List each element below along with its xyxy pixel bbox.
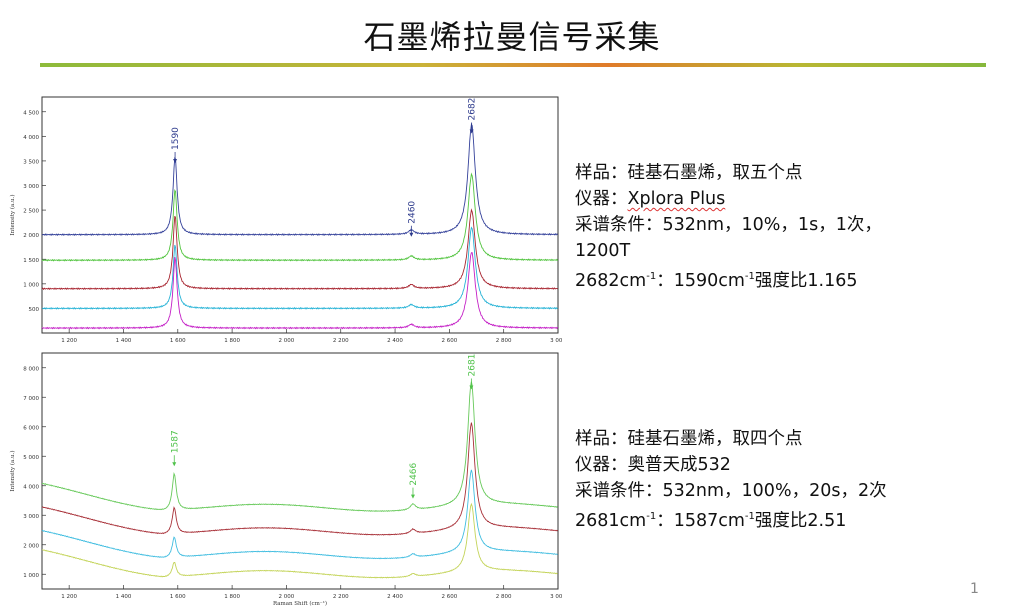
y-tick-label: 500 xyxy=(29,307,40,313)
bottom-ratio-sup-a: -1 xyxy=(646,511,657,522)
x-tick-label: 1 400 xyxy=(116,338,132,344)
top-conditions-text: 采谱条件：532nm，10%，1s，1次， xyxy=(575,215,882,235)
top-ratio-sup-a: -1 xyxy=(646,271,657,282)
raman-chart-top-svg: 4 500 4 000 3 500 3 000 2 500 2 000 1 500 1 000… xyxy=(9,96,562,344)
y-tick-label: 4 500 xyxy=(23,110,39,116)
x-tick-label: 2 600 xyxy=(441,594,457,600)
top-ratio-c: 强度比1.165 xyxy=(754,271,858,291)
y-tick-label: 4 000 xyxy=(23,135,39,141)
plot-frame xyxy=(41,96,559,334)
x-tick-label: 3 000 xyxy=(550,338,562,344)
peak-arrow xyxy=(469,385,474,390)
spectrum-line xyxy=(41,208,558,291)
top-ratio-b: ：1590cm xyxy=(656,271,745,291)
peak-label: 1587 xyxy=(170,430,180,453)
x-tick-label: 2 400 xyxy=(387,594,403,600)
bottom-info-panel: 样品：硅基石墨烯，取四个点 仪器：奥普天成532 采谱条件：532nm，100%… xyxy=(575,426,887,534)
x-tick-label: 2 200 xyxy=(333,338,349,344)
y-tick-label: 3 000 xyxy=(23,184,39,190)
y-tick-label: 4 000 xyxy=(23,484,39,490)
top-conditions-text-2: 1200T xyxy=(575,241,631,261)
raman-chart-bottom-svg: 8 000 7 000 6 000 5 000 4 000 3 000 2 000 1 000… xyxy=(9,352,562,607)
spectrum-line xyxy=(41,226,558,310)
y-tick-label: 1 500 xyxy=(23,258,39,264)
peak-arrow xyxy=(469,129,474,134)
y-tick-label: 1 000 xyxy=(23,573,39,579)
x-tick-label: 2 200 xyxy=(333,594,349,600)
x-axis-label: Raman Shift (cm⁻¹) xyxy=(273,600,327,607)
slide-title: 石墨烯拉曼信号采集 xyxy=(363,18,661,56)
peak-arrow xyxy=(410,494,415,499)
y-tick-label: 3 500 xyxy=(23,159,39,165)
x-tick-label: 2 000 xyxy=(279,594,295,600)
x-tick-label: 1 800 xyxy=(224,338,240,344)
x-tick-label: 2 800 xyxy=(496,594,512,600)
raman-chart-bottom: 8 000 7 000 6 000 5 000 4 000 3 000 2 000 1 000… xyxy=(2,349,562,613)
y-tick-label: 2 000 xyxy=(23,233,39,239)
spectrum-line xyxy=(41,252,559,330)
x-tick-label: 1 600 xyxy=(170,338,186,344)
title-divider xyxy=(40,63,986,67)
y-tick-label: 3 000 xyxy=(23,514,39,520)
peak-label: 2460 xyxy=(407,201,417,224)
peak-arrow xyxy=(172,462,177,467)
y-tick-label: 6 000 xyxy=(23,425,39,431)
bottom-ratio-text: 2681cm-1：1587cm-1强度比2.51 xyxy=(575,504,887,534)
top-instrument-label: 仪器： xyxy=(575,189,628,209)
top-ratio-sup-b: -1 xyxy=(744,271,755,282)
x-tick-label: 2 000 xyxy=(279,338,295,344)
y-tick-label: 2 000 xyxy=(23,543,39,549)
spectrum-line xyxy=(41,172,559,262)
bottom-ratio-a: 2681cm xyxy=(575,511,647,531)
bottom-ratio-c: 强度比2.51 xyxy=(754,511,847,531)
bottom-ratio-sup-b: -1 xyxy=(744,511,755,522)
top-info-panel: 样品：硅基石墨烯，取五个点 仪器：Xplora Plus 采谱条件：532nm，… xyxy=(575,160,882,294)
x-tick-label: 1 400 xyxy=(116,594,132,600)
x-tick-label: 2 600 xyxy=(441,338,457,344)
bottom-sample-text: 样品：硅基石墨烯，取四个点 xyxy=(575,429,803,449)
top-instrument-text: 仪器：Xplora Plus xyxy=(575,186,882,212)
top-ratio-a: 2682cm xyxy=(575,271,647,291)
top-ratio-text: 2682cm-1：1590cm-1强度比1.165 xyxy=(575,264,882,294)
bottom-instrument-text: 仪器：奥普天成532 xyxy=(575,455,731,475)
spectrum-line xyxy=(41,502,558,579)
x-tick-label: 1 600 xyxy=(170,594,186,600)
x-tick-label: 1 200 xyxy=(61,594,77,600)
bottom-conditions-text: 采谱条件：532nm，100%，20s，2次 xyxy=(575,481,887,501)
y-tick-label: 7 000 xyxy=(23,396,39,402)
plot-frame xyxy=(41,352,559,590)
peak-label: 2682 xyxy=(468,98,478,121)
y-tick-label: 8 000 xyxy=(23,366,39,372)
x-tick-label: 1 800 xyxy=(224,594,240,600)
y-tick-label: 1 000 xyxy=(23,282,39,288)
x-tick-label: 3 000 xyxy=(550,594,562,600)
y-tick-label: 2 500 xyxy=(23,209,39,215)
peak-label: 2466 xyxy=(409,462,419,485)
y-axis-label: Intensity (a.u.) xyxy=(9,195,16,236)
x-tick-label: 2 400 xyxy=(387,338,403,344)
y-tick-label: 5 000 xyxy=(23,455,39,461)
x-tick-label: 2 800 xyxy=(496,338,512,344)
x-tick-label: 1 200 xyxy=(61,338,77,344)
y-axis-label: Intensity (a.u.) xyxy=(9,451,16,492)
spectrum-line xyxy=(41,381,558,512)
raman-chart-top: 4 500 4 000 3 500 3 000 2 500 2 000 1 500 1 000… xyxy=(2,93,562,351)
top-instrument-name: Xplora Plus xyxy=(627,189,726,209)
bottom-ratio-b: ：1587cm xyxy=(656,511,745,531)
top-sample-text: 样品：硅基石墨烯，取五个点 xyxy=(575,163,803,183)
peak-label: 1590 xyxy=(171,127,181,150)
spectrum-line xyxy=(41,469,558,560)
spectrum-line xyxy=(41,422,558,536)
page-number: 1 xyxy=(970,581,979,597)
peak-arrow xyxy=(173,159,178,163)
peak-label: 2681 xyxy=(467,354,477,377)
peak-arrow xyxy=(409,232,414,237)
